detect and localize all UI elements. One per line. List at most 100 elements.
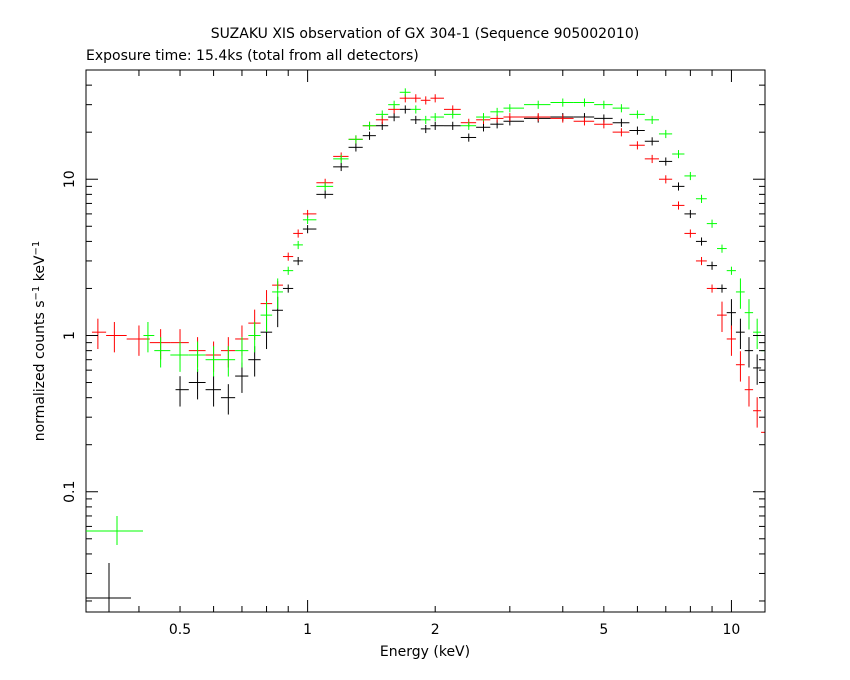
axis-ticks <box>85 69 765 612</box>
data-point <box>248 321 261 353</box>
data-point <box>282 252 294 261</box>
data-point <box>573 98 595 107</box>
data-point <box>672 150 685 159</box>
data-point <box>695 237 707 246</box>
x-axis-label: Energy (keV) <box>380 644 470 660</box>
data-point <box>399 88 411 97</box>
data-point <box>594 120 613 129</box>
data-point <box>188 341 206 372</box>
data-point <box>410 94 421 103</box>
legend-marker-black <box>86 563 131 612</box>
data-point <box>476 113 491 122</box>
data-point <box>443 121 461 130</box>
data-point <box>503 104 525 113</box>
y-axis-label-exp1: −1 <box>31 286 42 301</box>
data-point <box>430 121 444 130</box>
data-point <box>188 369 206 400</box>
x-tick-label: 5 <box>599 622 608 638</box>
y-tick-label: 10 <box>62 170 78 188</box>
data-point <box>154 337 171 368</box>
data-point <box>761 337 766 368</box>
data-point <box>706 261 718 270</box>
y-axis-label: normalized counts s−1 keV−1 <box>31 241 49 442</box>
y-axis-label-exp2: −1 <box>31 241 42 256</box>
data-point <box>170 341 189 372</box>
data-point <box>706 219 718 228</box>
data-point <box>550 114 574 123</box>
data-point <box>375 110 389 119</box>
data-point <box>490 107 504 117</box>
data-point <box>302 215 317 224</box>
y-tick-label: 1 <box>62 331 78 340</box>
series-0 <box>175 105 766 415</box>
data-point <box>573 113 595 122</box>
data-point <box>388 100 400 109</box>
data-point <box>550 113 574 122</box>
data-point <box>460 133 477 142</box>
x-tick-label: 2 <box>431 622 440 638</box>
data-point <box>672 201 685 210</box>
data-point <box>695 256 707 266</box>
data-point <box>695 194 707 203</box>
data-point <box>362 131 376 140</box>
x-tick-label: 0.5 <box>169 622 191 638</box>
data-point <box>316 190 334 199</box>
data-point <box>503 113 525 122</box>
data-point <box>524 113 551 122</box>
data-point <box>91 318 107 350</box>
data-point <box>735 278 745 309</box>
data-point <box>272 278 283 309</box>
data-point <box>684 171 696 181</box>
data-point <box>744 376 754 407</box>
data-point <box>717 244 727 253</box>
data-point <box>175 376 189 407</box>
data-point <box>753 397 762 428</box>
data-point <box>594 100 613 109</box>
data-point <box>735 351 745 382</box>
data-point <box>524 114 551 123</box>
data-point <box>430 94 444 103</box>
chart-subtitle: Exposure time: 15.4ks (total from all de… <box>86 48 419 64</box>
data-point <box>717 301 727 332</box>
data-point <box>420 124 431 134</box>
data-point <box>644 137 659 146</box>
legend-marker-green <box>86 516 143 545</box>
x-tick-label: 1 <box>303 622 312 638</box>
data-point <box>293 229 303 238</box>
data-point <box>460 121 477 130</box>
y-axis-label-unit: keV <box>32 255 48 286</box>
data-point <box>260 301 273 332</box>
data-point <box>735 318 745 350</box>
data-point <box>612 118 630 127</box>
data-point <box>573 117 595 126</box>
data-point <box>744 337 754 368</box>
data-point <box>399 105 411 114</box>
data-point <box>316 182 334 191</box>
data-point <box>503 117 525 126</box>
data-point <box>235 337 249 368</box>
data-point <box>282 284 294 293</box>
data-point <box>644 154 659 164</box>
series-layer <box>85 88 766 450</box>
data-point <box>476 123 491 132</box>
data-point <box>753 318 762 350</box>
series-1 <box>85 94 766 450</box>
y-tick-label: 0.1 <box>62 481 78 503</box>
data-point <box>672 182 685 191</box>
data-point <box>430 113 444 122</box>
data-point <box>658 129 673 139</box>
data-point <box>726 299 736 330</box>
data-point <box>726 325 736 356</box>
data-point <box>333 154 349 164</box>
data-point <box>726 266 736 275</box>
data-point <box>302 209 317 219</box>
data-point <box>420 96 431 105</box>
x-tick-labels: 0.5 1 2 5 10 <box>169 622 740 638</box>
data-point <box>612 104 630 113</box>
data-point <box>684 229 696 238</box>
data-point <box>706 284 718 293</box>
data-point <box>205 346 221 377</box>
data-point <box>293 240 303 250</box>
data-point <box>293 256 303 266</box>
